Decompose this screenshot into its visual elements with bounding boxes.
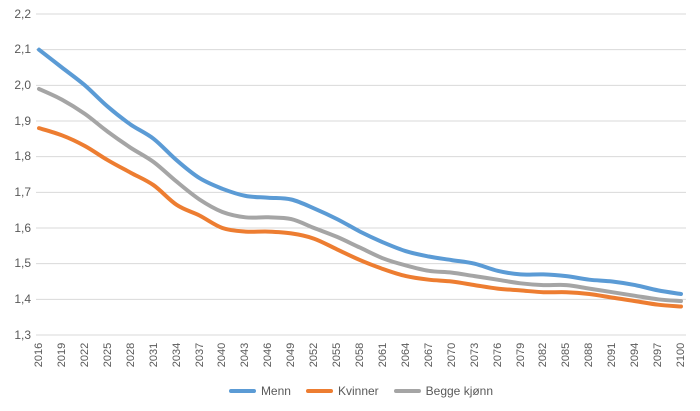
series-line-begge-kj-nn <box>37 86 683 304</box>
x-axis-tick-text: 2043 <box>239 342 252 368</box>
x-axis-tick-text: 2025 <box>101 342 114 368</box>
legend-line-swatch <box>305 389 333 393</box>
x-axis-tick-label: 2076 <box>490 338 506 372</box>
x-axis-tick-label: 2043 <box>237 338 253 372</box>
x-axis-tick-label: 2058 <box>352 338 368 372</box>
series-line-menn <box>37 47 683 296</box>
x-axis-tick-text: 2034 <box>170 342 183 368</box>
x-axis-tick-text: 2052 <box>308 342 321 368</box>
series-line-kvinner <box>37 126 683 309</box>
x-axis-tick-label: 2016 <box>31 338 47 372</box>
x-axis-tick-text: 2058 <box>354 342 366 368</box>
x-axis-tick-text: 2076 <box>491 342 504 368</box>
x-axis-tick-text: 2070 <box>445 342 458 368</box>
x-axis-tick-text: 2094 <box>629 342 642 368</box>
x-axis-tick-text: 2055 <box>331 342 344 368</box>
legend-line-swatch <box>228 389 256 393</box>
x-axis-tick-label: 2085 <box>558 338 574 372</box>
x-axis-tick-label: 2019 <box>54 338 70 372</box>
y-axis-tick-label: 2,0 <box>14 77 31 92</box>
x-axis-tick-text: 2064 <box>399 342 412 368</box>
x-axis-tick-label: 2064 <box>398 338 414 372</box>
legend-item-kvinner: Kvinner <box>305 384 379 398</box>
y-axis-tick-label: 1,6 <box>14 220 31 235</box>
y-axis-tick-label: 1,5 <box>14 256 31 271</box>
x-axis-tick-text: 2085 <box>560 342 573 368</box>
x-axis-tick-label: 2070 <box>444 338 460 372</box>
x-axis-tick-text: 2067 <box>422 342 435 368</box>
y-axis-tick-label: 1,4 <box>14 291 31 306</box>
x-axis-tick-text: 2088 <box>583 342 596 368</box>
x-axis-tick-label: 2049 <box>283 338 299 372</box>
legend-line-swatch <box>393 389 421 393</box>
y-axis-tick-label: 2,2 <box>14 6 31 21</box>
x-axis-tick-label: 2028 <box>123 338 139 372</box>
x-axis-tick-text: 2073 <box>468 342 481 368</box>
x-axis-tick-label: 2067 <box>421 338 437 372</box>
x-axis-tick-text: 2037 <box>193 342 206 368</box>
x-axis-tick-label: 2097 <box>650 338 666 372</box>
y-axis-tick-label: 1,3 <box>14 327 31 342</box>
x-axis-tick-text: 2097 <box>652 342 665 368</box>
x-axis-tick-label: 2061 <box>375 338 391 372</box>
chart-legend: Menn Kvinner Begge kjønn <box>36 381 686 401</box>
x-axis-tick-label: 2082 <box>535 338 551 372</box>
x-axis-tick-text: 2046 <box>262 342 275 368</box>
x-axis-tick-label: 2100 <box>673 338 689 372</box>
x-axis-tick-label: 2040 <box>214 338 230 372</box>
x-axis-tick-text: 2049 <box>285 342 298 368</box>
legend-label: Menn <box>260 384 291 398</box>
x-axis-tick-text: 2079 <box>514 342 527 368</box>
x-axis-tick-label: 2022 <box>77 338 93 372</box>
x-axis-tick-text: 2016 <box>33 342 45 368</box>
x-axis-tick-label: 2091 <box>604 338 620 372</box>
x-axis-tick-label: 2031 <box>146 338 162 372</box>
legend-label: Begge kjønn <box>425 384 494 398</box>
x-axis-tick-text: 2019 <box>55 342 68 368</box>
x-axis-tick-label: 2094 <box>627 338 643 372</box>
x-axis-tick-label: 2052 <box>306 338 322 372</box>
x-axis-tick-label: 2037 <box>192 338 208 372</box>
y-axis-tick-label: 2,1 <box>14 42 31 57</box>
x-axis-tick-label: 2088 <box>581 338 597 372</box>
legend-item-menn: Menn <box>228 384 291 398</box>
x-axis-tick-label: 2046 <box>260 338 276 372</box>
y-axis-tick-label: 1,9 <box>14 113 31 128</box>
legend-item-begge-kj-nn: Begge kjønn <box>393 384 494 398</box>
x-axis-tick-label: 2073 <box>467 338 483 372</box>
x-axis-tick-text: 2022 <box>78 342 91 368</box>
x-axis-tick-text: 2100 <box>675 342 687 368</box>
x-axis-tick-label: 2079 <box>513 338 529 372</box>
x-axis-tick-text: 2028 <box>124 342 137 368</box>
x-axis-tick-text: 2061 <box>376 342 389 368</box>
x-axis-tick-text: 2040 <box>216 342 229 368</box>
x-axis-tick-text: 2091 <box>606 342 619 368</box>
x-axis-tick-text: 2082 <box>537 342 550 368</box>
x-axis-tick-text: 2031 <box>147 342 160 368</box>
y-axis-tick-label: 1,8 <box>14 149 31 164</box>
legend-label: Kvinner <box>337 384 379 398</box>
y-axis-tick-label: 1,7 <box>14 184 31 199</box>
x-axis-tick-label: 2055 <box>329 338 345 372</box>
x-axis-tick-label: 2034 <box>169 338 185 372</box>
x-axis-tick-label: 2025 <box>100 338 116 372</box>
